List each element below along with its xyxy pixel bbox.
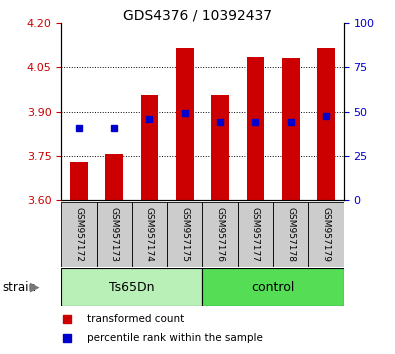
Text: percentile rank within the sample: percentile rank within the sample: [87, 333, 263, 343]
Text: GSM957172: GSM957172: [74, 207, 83, 262]
Bar: [246, 57, 264, 200]
Text: GSM957179: GSM957179: [322, 207, 331, 262]
Text: strain: strain: [2, 281, 36, 293]
Bar: [238, 202, 273, 267]
Bar: [317, 48, 335, 200]
Text: GSM957178: GSM957178: [286, 207, 295, 262]
Text: GSM957173: GSM957173: [110, 207, 118, 262]
Text: GSM957176: GSM957176: [216, 207, 225, 262]
Text: Ts65Dn: Ts65Dn: [109, 281, 154, 293]
Bar: [273, 202, 308, 267]
Bar: [61, 268, 202, 306]
Bar: [141, 95, 158, 200]
Text: GSM957177: GSM957177: [251, 207, 260, 262]
Bar: [211, 95, 229, 200]
Text: GSM957174: GSM957174: [145, 207, 154, 262]
Text: control: control: [251, 281, 295, 293]
Bar: [132, 202, 167, 267]
Text: transformed count: transformed count: [87, 314, 184, 324]
Bar: [61, 202, 96, 267]
Text: ▶: ▶: [30, 281, 40, 293]
Bar: [176, 48, 194, 200]
Bar: [202, 268, 344, 306]
Bar: [202, 202, 238, 267]
Bar: [308, 202, 344, 267]
Bar: [282, 58, 299, 200]
Bar: [105, 154, 123, 200]
Bar: [70, 162, 88, 200]
Bar: [167, 202, 202, 267]
Text: GDS4376 / 10392437: GDS4376 / 10392437: [123, 9, 272, 23]
Bar: [96, 202, 132, 267]
Text: GSM957175: GSM957175: [180, 207, 189, 262]
